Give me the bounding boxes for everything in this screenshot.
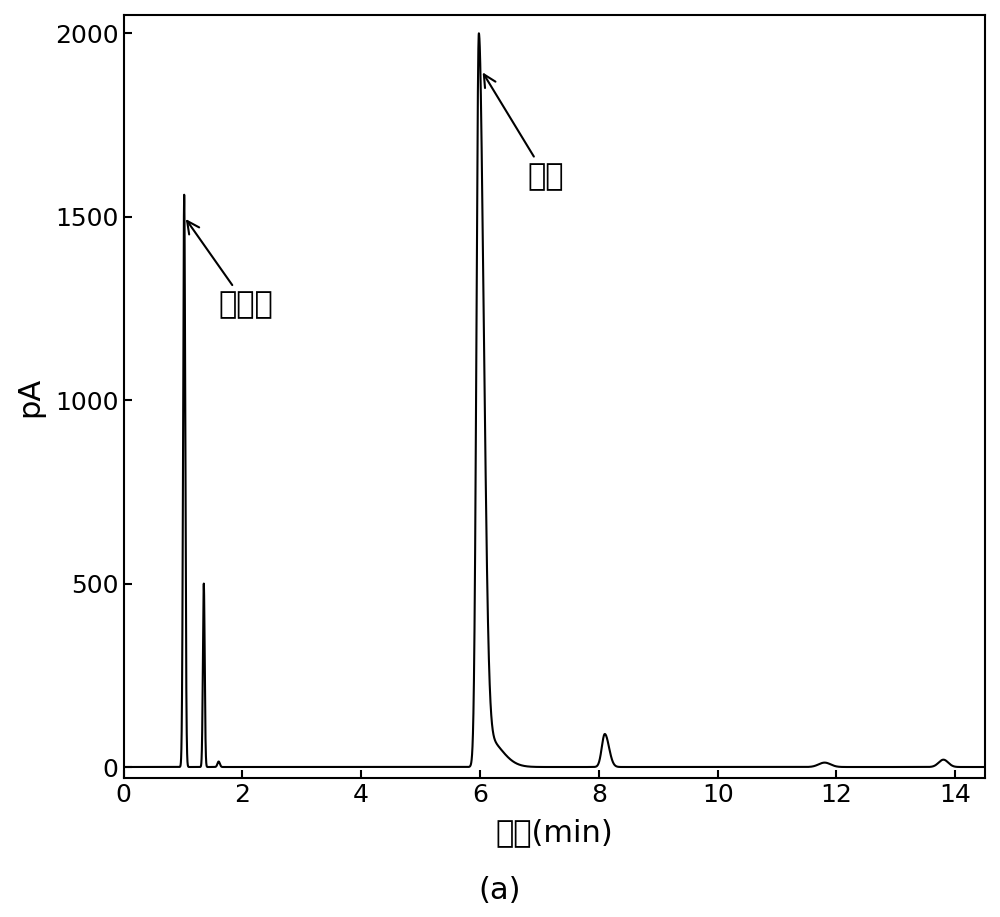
X-axis label: 时间(min): 时间(min) [495, 818, 613, 847]
Text: (a): (a) [479, 876, 521, 905]
Y-axis label: pA: pA [15, 376, 44, 416]
Text: 乙酸: 乙酸 [484, 74, 564, 191]
Text: 环已烷: 环已烷 [187, 221, 273, 319]
